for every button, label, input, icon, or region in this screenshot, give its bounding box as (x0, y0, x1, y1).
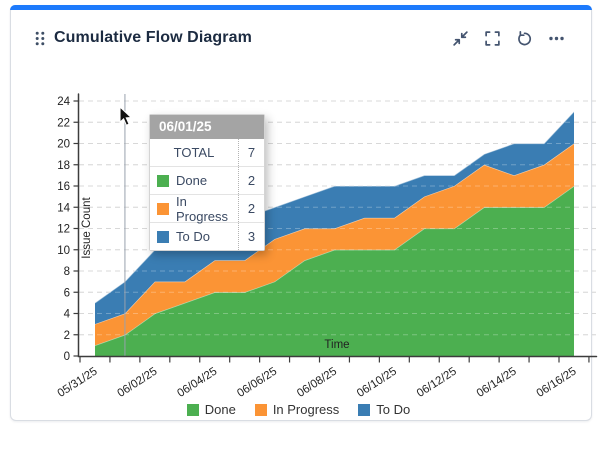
tooltip-row-label: Done (176, 173, 208, 188)
legend-color-chip (186, 403, 199, 416)
widget-header: Cumulative Flow Diagram (35, 28, 565, 48)
svg-text:6: 6 (64, 287, 70, 299)
x-tick-labels: 05/31/25 06/02/25 06/04/25 06/06/25 06/08/25… (56, 365, 579, 399)
drag-dots (35, 31, 45, 45)
tooltip-row-label: To Do (176, 229, 210, 244)
svg-text:06/02/25: 06/02/25 (115, 365, 159, 399)
svg-text:14: 14 (57, 202, 70, 214)
svg-text:18: 18 (57, 160, 70, 172)
svg-text:06/10/25: 06/10/25 (355, 365, 399, 399)
svg-text:06/16/25: 06/16/25 (535, 365, 579, 399)
tooltip-row: Done 2 (150, 166, 264, 194)
more-options-icon (548, 36, 564, 40)
legend-item-in-progress[interactable]: In Progress (254, 402, 340, 417)
legend-label: In Progress (272, 402, 340, 417)
svg-text:4: 4 (64, 309, 71, 321)
area-in-progress (95, 143, 574, 346)
fullscreen-button[interactable] (483, 29, 501, 47)
svg-text:24: 24 (57, 96, 70, 108)
svg-text:06/04/25: 06/04/25 (175, 365, 219, 399)
drag-handle-icon[interactable] (35, 31, 45, 46)
tooltip-row-label: In Progress (176, 193, 229, 224)
collapse-icon (452, 30, 468, 46)
svg-text:12: 12 (57, 224, 70, 236)
tooltip-row: In Progress 2 (150, 193, 264, 224)
svg-text:20: 20 (57, 139, 70, 151)
legend-label: To Do (376, 402, 411, 417)
refresh-button[interactable] (515, 29, 533, 47)
svg-text:8: 8 (64, 266, 70, 278)
tooltip-body: TOTAL 7 Done 2 In Progress 2 To Do 3 (150, 139, 264, 250)
tooltip-row-value: 7 (238, 139, 264, 166)
svg-text:22: 22 (57, 117, 70, 129)
tooltip-row: TOTAL 7 (150, 139, 264, 166)
legend-label: Done (204, 402, 236, 417)
fullscreen-icon (484, 30, 500, 46)
tooltip-row-value: 3 (238, 223, 264, 250)
tooltip-row-value: 2 (238, 167, 264, 194)
tooltip-date: 06/01/25 (150, 115, 264, 139)
legend-color-chip (358, 403, 371, 416)
series-color-chip (157, 202, 169, 215)
collapse-button[interactable] (451, 29, 469, 47)
tooltip-row: To Do 3 (150, 222, 264, 250)
y-axis-title: Issue Count (81, 197, 93, 259)
axis-ticks (73, 100, 590, 363)
svg-text:05/31/25: 05/31/25 (56, 365, 100, 399)
chart-tooltip: 06/01/25 TOTAL 7 Done 2 In Progress 2 To Do 3 (149, 114, 265, 251)
refresh-icon (517, 30, 531, 45)
more-options-button[interactable] (547, 29, 565, 47)
cumulative-flow-widget: Cumulative Flow Diagram (10, 5, 598, 421)
svg-text:06/06/25: 06/06/25 (235, 365, 279, 399)
chart-plot-area[interactable]: 0 2 4 6 8 10 12 14 16 18 20 22 24 05/31/25 06/02/25 06/… (11, 6, 598, 420)
tooltip-row-label: TOTAL (173, 145, 215, 160)
svg-text:06/12/25: 06/12/25 (415, 365, 459, 399)
legend-color-chip (254, 403, 267, 416)
dashboard-background: Cumulative Flow Diagram (10, 5, 598, 421)
svg-text:0: 0 (64, 351, 70, 363)
legend-item-done[interactable]: Done (186, 402, 236, 417)
widget-title: Cumulative Flow Diagram (54, 29, 252, 46)
widget-toolbar (451, 29, 565, 47)
svg-text:2: 2 (64, 330, 70, 342)
svg-text:06/14/25: 06/14/25 (475, 365, 519, 399)
legend-item-to-do[interactable]: To Do (358, 402, 410, 417)
chart-legend: Done In Progress To Do (21, 402, 576, 417)
svg-text:16: 16 (57, 181, 70, 193)
svg-text:10: 10 (57, 245, 70, 257)
series-color-chip (157, 174, 169, 187)
x-axis-title: Time (324, 339, 349, 351)
series-color-chip (157, 230, 169, 243)
tooltip-row-value: 2 (238, 195, 264, 222)
card-accent-bar (10, 5, 592, 10)
area-to-do (95, 111, 574, 325)
svg-text:06/08/25: 06/08/25 (295, 365, 339, 399)
